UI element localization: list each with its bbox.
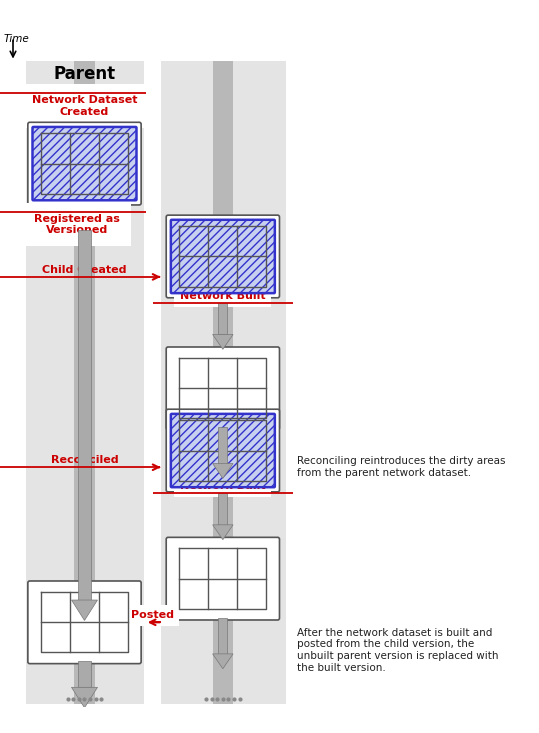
FancyBboxPatch shape — [166, 409, 280, 492]
Text: Posted: Posted — [131, 611, 174, 620]
Bar — [218, 618, 227, 654]
Bar — [78, 230, 91, 600]
Text: Reconciling reintroduces the dirty areas
from the parent network dataset.: Reconciling reintroduces the dirty areas… — [297, 457, 506, 478]
Bar — [212, 62, 233, 704]
Text: Child Created: Child Created — [42, 265, 127, 275]
Polygon shape — [72, 600, 98, 620]
Bar — [218, 493, 227, 525]
FancyBboxPatch shape — [28, 122, 141, 205]
Text: Parent: Parent — [53, 65, 115, 84]
Text: Network Built: Network Built — [180, 291, 266, 301]
Bar — [218, 303, 227, 334]
Text: Child: Child — [199, 217, 246, 235]
Polygon shape — [212, 654, 233, 668]
Bar — [78, 661, 91, 688]
FancyBboxPatch shape — [166, 216, 280, 298]
Text: Network Dataset
Created: Network Dataset Created — [32, 95, 137, 117]
Polygon shape — [72, 688, 98, 708]
Bar — [74, 62, 95, 704]
Text: Registered as
Versioned: Registered as Versioned — [34, 214, 120, 235]
FancyBboxPatch shape — [166, 347, 280, 430]
Bar — [26, 62, 144, 704]
FancyBboxPatch shape — [171, 220, 275, 293]
Text: Network Built: Network Built — [180, 482, 266, 491]
Text: After the network dataset is built and
posted from the child version, the
unbuil: After the network dataset is built and p… — [297, 628, 499, 673]
Polygon shape — [212, 525, 233, 539]
FancyBboxPatch shape — [28, 581, 141, 663]
Bar — [218, 427, 227, 463]
Text: Reconciled: Reconciled — [51, 455, 118, 465]
FancyBboxPatch shape — [32, 127, 136, 200]
Bar — [161, 62, 286, 704]
FancyBboxPatch shape — [166, 537, 280, 620]
Polygon shape — [212, 463, 233, 479]
Text: Time: Time — [4, 34, 30, 44]
FancyBboxPatch shape — [171, 414, 275, 487]
Polygon shape — [212, 334, 233, 350]
